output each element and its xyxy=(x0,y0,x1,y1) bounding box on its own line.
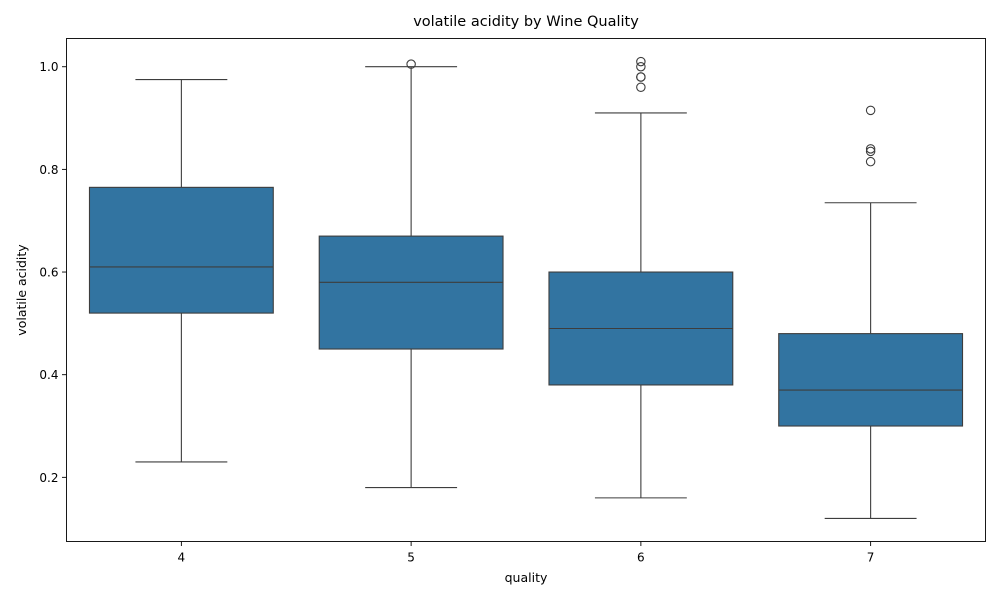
iqr-box xyxy=(778,333,964,427)
y-tick-label: 0.2 xyxy=(39,471,58,485)
y-tick-label: 1.0 xyxy=(39,60,58,74)
x-tick-label: 5 xyxy=(407,551,415,565)
outlier-point xyxy=(406,59,416,69)
outlier-point xyxy=(865,105,876,116)
outlier-point xyxy=(636,82,646,93)
box-group-5 xyxy=(318,59,504,489)
outlier-point xyxy=(636,56,646,67)
x-axis-label: quality xyxy=(505,570,548,585)
x-tick-label: 7 xyxy=(867,551,875,565)
box-group-6 xyxy=(548,56,734,499)
outlier-point xyxy=(636,72,646,82)
iqr-box xyxy=(318,235,504,350)
boxes-layer xyxy=(88,56,964,519)
y-tick-label: 0.4 xyxy=(39,368,58,382)
outlier-point xyxy=(865,144,876,154)
outlier-point xyxy=(636,61,646,72)
chart-title: volatile acidity by Wine Quality xyxy=(413,14,639,30)
outlier-point xyxy=(865,146,876,157)
x-tick-label: 6 xyxy=(637,551,645,565)
plot-area-frame xyxy=(66,38,986,542)
axes-layer: 0.2 0.4 0.6 0.8 1.0 4 5 6 7 xyxy=(39,60,874,564)
iqr-box xyxy=(88,186,274,314)
y-tick-label: 0.8 xyxy=(39,163,58,177)
y-axis-label: volatile acidity xyxy=(14,244,29,336)
box-group-7 xyxy=(778,105,964,519)
x-tick-label: 4 xyxy=(178,551,186,565)
box-group-4 xyxy=(88,79,274,463)
outlier-point xyxy=(865,156,876,167)
y-tick-label: 0.6 xyxy=(39,266,58,280)
